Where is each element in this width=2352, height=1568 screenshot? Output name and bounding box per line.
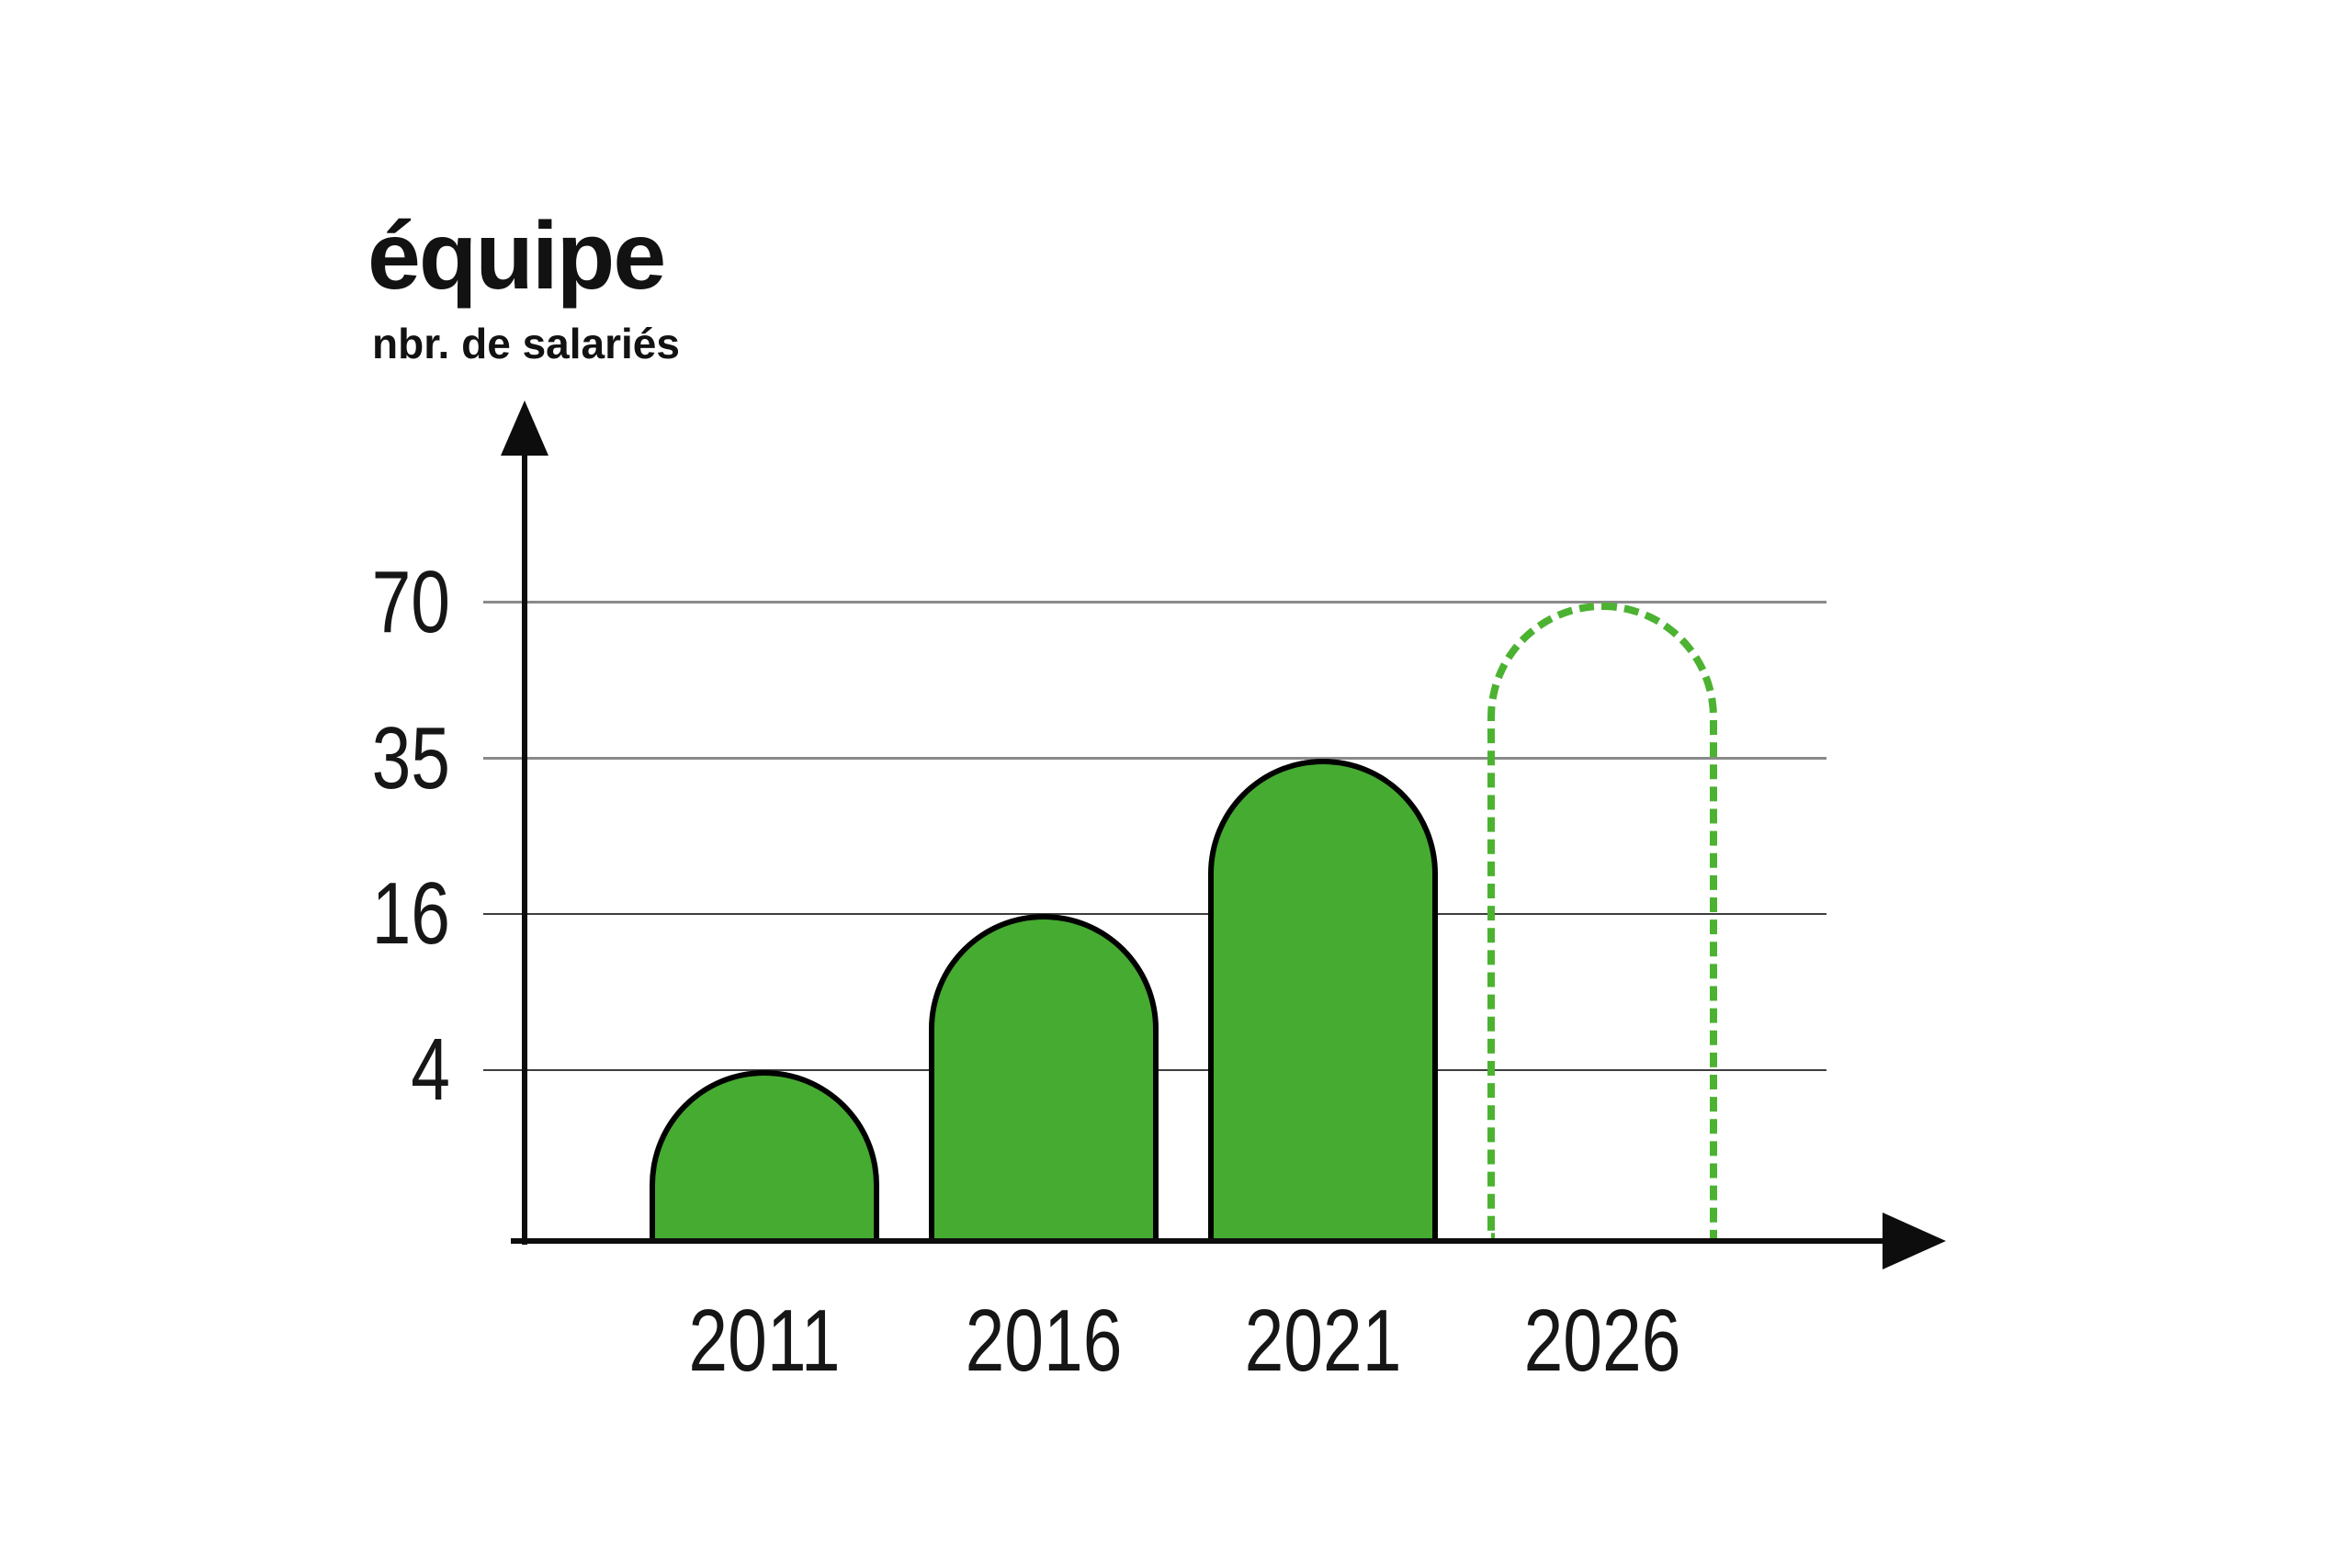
- x-axis-line: [511, 1238, 1883, 1244]
- bar-2016: [929, 914, 1159, 1241]
- y-tick-label-70: 70: [371, 553, 450, 651]
- x-axis-label-2021: 2021: [1244, 1292, 1402, 1390]
- chart-title: équipe: [368, 203, 666, 310]
- x-axis-label-2016: 2016: [965, 1292, 1123, 1390]
- gridline-16: [483, 913, 1826, 915]
- y-axis-arrow-icon: [501, 400, 548, 456]
- gridline-70: [483, 601, 1826, 604]
- y-tick-label-35: 35: [371, 709, 450, 807]
- x-axis-label-2026: 2026: [1523, 1292, 1681, 1390]
- chart-subtitle: nbr. de salariés: [372, 320, 680, 367]
- y-tick-label-4: 4: [411, 1021, 450, 1119]
- y-tick-label-16: 16: [371, 864, 450, 963]
- bar-2021: [1208, 759, 1438, 1241]
- gridline-35: [483, 757, 1826, 760]
- x-axis-arrow-icon: [1883, 1213, 1946, 1269]
- x-axis-label-2011: 2011: [688, 1292, 841, 1390]
- bar-2011: [650, 1070, 879, 1241]
- y-axis-line: [522, 452, 527, 1245]
- bar-2026: [1487, 603, 1717, 1241]
